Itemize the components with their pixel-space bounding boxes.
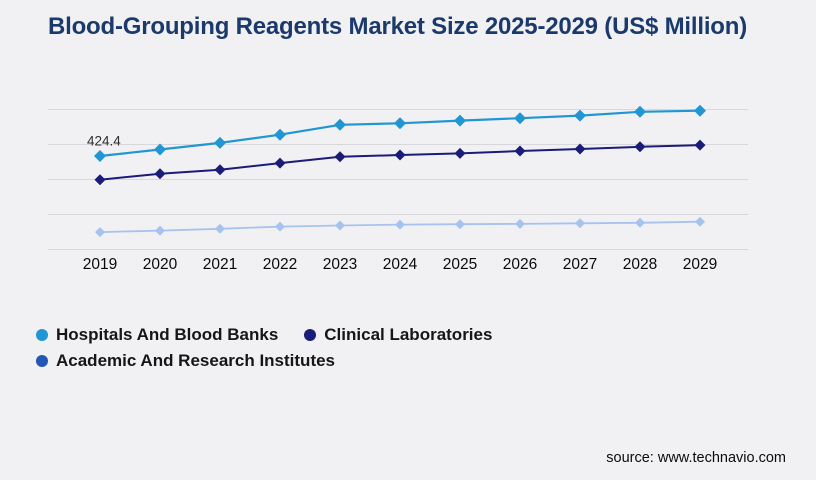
diamond-marker-academic-and-research-institutes-2021 xyxy=(215,223,225,234)
diamond-marker-academic-and-research-institutes-2029 xyxy=(695,216,705,227)
x-axis-label-2027: 2027 xyxy=(563,256,597,273)
data-label-hospitals-and-blood-banks-2019: 424.4 xyxy=(87,134,121,149)
diamond-marker-academic-and-research-institutes-2028 xyxy=(635,217,645,228)
x-axis-label-2022: 2022 xyxy=(263,256,297,273)
x-axis-label-2025: 2025 xyxy=(443,256,477,273)
diamond-marker-clinical-laboratories-2020 xyxy=(154,168,166,180)
chart-legend: Hospitals And Blood Banks Clinical Labora… xyxy=(36,324,576,372)
x-axis-label-2020: 2020 xyxy=(143,256,178,273)
diamond-marker-hospitals-and-blood-banks-2026 xyxy=(514,112,526,125)
diamond-marker-clinical-laboratories-2021 xyxy=(214,164,226,176)
diamond-marker-clinical-laboratories-2027 xyxy=(574,143,586,155)
diamond-marker-academic-and-research-institutes-2024 xyxy=(395,219,405,230)
legend-label: Clinical Laboratories xyxy=(324,325,493,344)
diamond-marker-hospitals-and-blood-banks-2021 xyxy=(214,136,226,149)
diamond-marker-clinical-laboratories-2028 xyxy=(634,141,646,153)
diamond-marker-academic-and-research-institutes-2026 xyxy=(515,218,525,229)
diamond-marker-academic-and-research-institutes-2025 xyxy=(455,219,465,230)
legend-item-hospitals-and-blood-banks: Hospitals And Blood Banks xyxy=(36,324,278,346)
x-axis-label-2023: 2023 xyxy=(323,256,357,273)
diamond-marker-hospitals-and-blood-banks-2027 xyxy=(574,109,586,122)
chart-title: Blood-Grouping Reagents Market Size 2025… xyxy=(48,13,748,40)
diamond-marker-clinical-laboratories-2029 xyxy=(694,139,706,151)
diamond-marker-academic-and-research-institutes-2027 xyxy=(575,218,585,229)
x-axis-label-2029: 2029 xyxy=(683,256,717,273)
legend-item-academic-and-research-institutes: Academic And Research Institutes xyxy=(36,350,335,372)
diamond-marker-clinical-laboratories-2023 xyxy=(334,151,346,163)
x-axis-label-2019: 2019 xyxy=(83,256,117,273)
diamond-marker-hospitals-and-blood-banks-2024 xyxy=(394,117,406,130)
legend-dot-icon xyxy=(36,355,48,367)
diamond-marker-clinical-laboratories-2026 xyxy=(514,145,526,157)
diamond-marker-hospitals-and-blood-banks-2023 xyxy=(334,118,346,131)
legend-dot-icon xyxy=(36,329,48,341)
diamond-marker-academic-and-research-institutes-2020 xyxy=(155,225,165,236)
diamond-marker-hospitals-and-blood-banks-2019 xyxy=(94,150,106,162)
x-axis-label-2021: 2021 xyxy=(203,256,237,273)
diamond-marker-clinical-laboratories-2022 xyxy=(274,157,286,169)
x-axis-label-2028: 2028 xyxy=(623,256,657,273)
x-axis-label-2024: 2024 xyxy=(383,256,418,273)
diamond-marker-hospitals-and-blood-banks-2020 xyxy=(154,143,166,156)
x-axis-label-2026: 2026 xyxy=(503,256,537,273)
diamond-marker-clinical-laboratories-2025 xyxy=(454,147,466,159)
diamond-marker-hospitals-and-blood-banks-2029 xyxy=(694,104,706,117)
source-attribution: source: www.technavio.com xyxy=(606,450,786,466)
diamond-marker-academic-and-research-institutes-2022 xyxy=(275,221,285,232)
diamond-marker-hospitals-and-blood-banks-2025 xyxy=(454,114,466,127)
diamond-marker-hospitals-and-blood-banks-2028 xyxy=(634,105,646,118)
diamond-marker-academic-and-research-institutes-2023 xyxy=(335,220,345,231)
diamond-marker-clinical-laboratories-2024 xyxy=(394,149,406,161)
diamond-marker-clinical-laboratories-2019 xyxy=(94,174,106,186)
legend-dot-icon xyxy=(304,329,317,341)
diamond-marker-academic-and-research-institutes-2019 xyxy=(95,227,105,238)
legend-item-clinical-laboratories: Clinical Laboratories xyxy=(304,324,492,346)
diamond-marker-hospitals-and-blood-banks-2022 xyxy=(274,128,286,141)
legend-label: Hospitals And Blood Banks xyxy=(56,325,279,344)
legend-label: Academic And Research Institutes xyxy=(56,351,336,370)
